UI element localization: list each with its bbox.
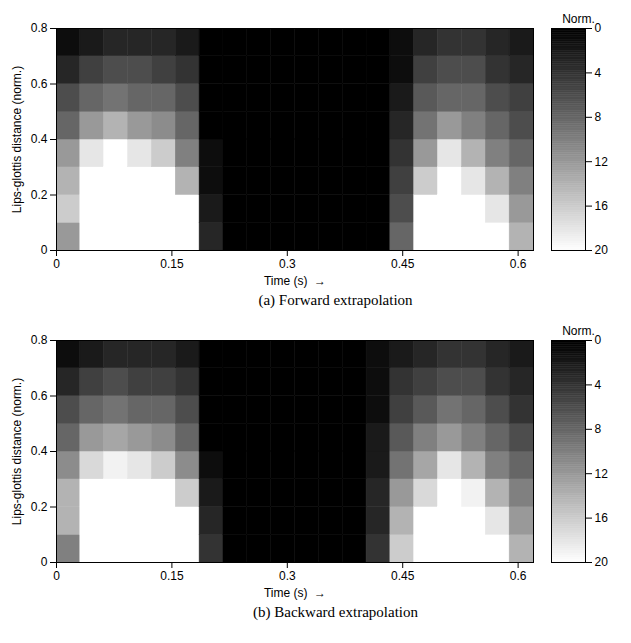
svg-text:20: 20 — [595, 243, 609, 257]
svg-text:0: 0 — [595, 333, 602, 347]
svg-text:0.2: 0.2 — [31, 500, 48, 514]
svg-text:0.2: 0.2 — [31, 188, 48, 202]
svg-text:0.45: 0.45 — [391, 569, 415, 583]
svg-text:0: 0 — [595, 21, 602, 35]
svg-text:0.3: 0.3 — [279, 569, 296, 583]
svg-text:16: 16 — [595, 511, 609, 525]
svg-text:0.6: 0.6 — [510, 257, 527, 271]
svg-text:0: 0 — [41, 243, 48, 257]
svg-text:4: 4 — [595, 66, 602, 80]
svg-text:0.45: 0.45 — [391, 257, 415, 271]
svg-text:0: 0 — [53, 569, 60, 583]
svg-text:0.15: 0.15 — [160, 257, 184, 271]
svg-text:0.4: 0.4 — [31, 132, 48, 146]
svg-text:4: 4 — [595, 378, 602, 392]
svg-text:0.15: 0.15 — [160, 569, 184, 583]
svg-text:Norm.: Norm. — [562, 12, 595, 26]
svg-text:Time (s) →: Time (s) → — [264, 274, 326, 288]
svg-text:Lips-glottis distance (norm.): Lips-glottis distance (norm.) — [10, 66, 24, 213]
svg-text:0.4: 0.4 — [31, 444, 48, 458]
svg-text:8: 8 — [595, 422, 602, 436]
svg-text:8: 8 — [595, 110, 602, 124]
svg-text:0.3: 0.3 — [279, 257, 296, 271]
html-text:(b) Backward extrapolation: (b) Backward extrapolation — [253, 604, 418, 620]
svg-text:Time (s) →: Time (s) → — [264, 586, 326, 600]
svg-text:20: 20 — [595, 555, 609, 569]
svg-text:0.6: 0.6 — [31, 389, 48, 403]
svg-text:0.8: 0.8 — [31, 21, 48, 35]
svg-text:16: 16 — [595, 199, 609, 213]
svg-text:0.6: 0.6 — [31, 77, 48, 91]
svg-text:0.8: 0.8 — [31, 333, 48, 347]
svg-text:Lips-glottis distance (norm.): Lips-glottis distance (norm.) — [10, 378, 24, 525]
svg-text:12: 12 — [595, 155, 609, 169]
svg-text:0: 0 — [53, 257, 60, 271]
svg-text:Norm.: Norm. — [562, 324, 595, 338]
svg-text:0.6: 0.6 — [510, 569, 527, 583]
svg-text:12: 12 — [595, 467, 609, 481]
html-text:(a) Forward extrapolation: (a) Forward extrapolation — [258, 292, 413, 308]
svg-text:0: 0 — [41, 555, 48, 569]
